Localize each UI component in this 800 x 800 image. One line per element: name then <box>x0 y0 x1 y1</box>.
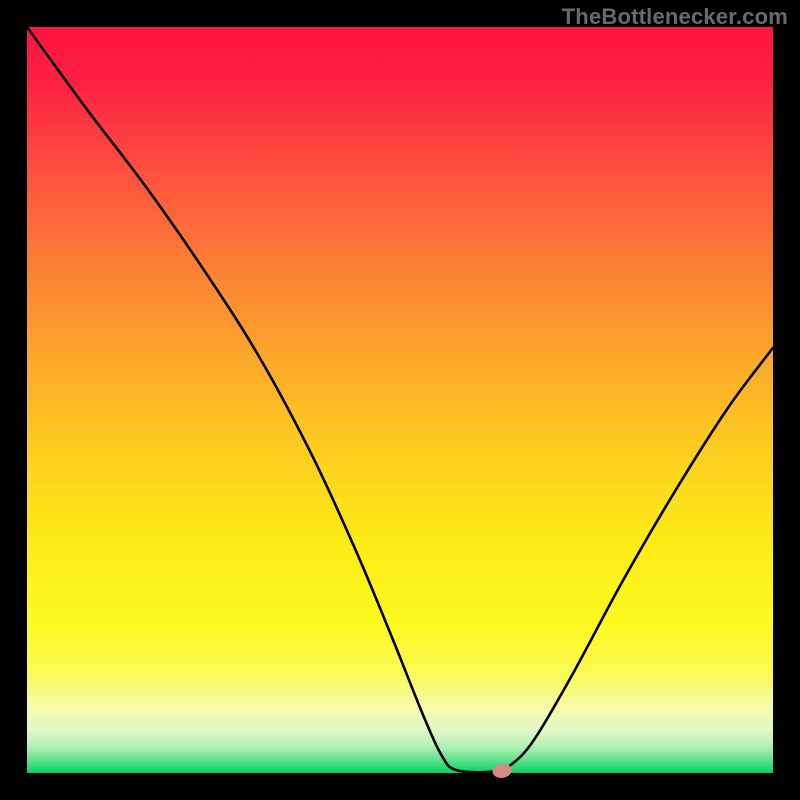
chart-gradient-background <box>27 27 773 773</box>
watermark-text: TheBottlenecker.com <box>562 4 788 30</box>
chart-container: { "source_watermark": { "text": "TheBott… <box>0 0 800 800</box>
bottleneck-chart <box>0 0 800 800</box>
